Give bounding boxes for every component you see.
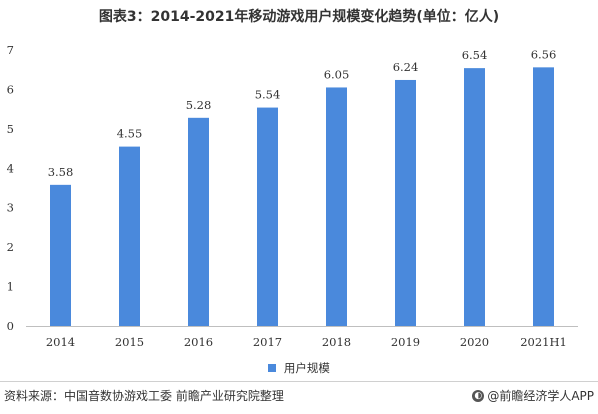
source-note: 资料来源：中国音数协游戏工委 前瞻产业研究院整理 — [4, 389, 284, 403]
bar — [533, 67, 554, 326]
chart-title: 图表3：2014-2021年移动游戏用户规模变化趋势(单位：亿人) — [98, 9, 500, 25]
bar — [257, 107, 278, 327]
bar-value-label: 6.56 — [531, 47, 557, 61]
brand-logo-icon: ◐ — [472, 389, 485, 402]
legend-label: 用户规模 — [283, 361, 330, 375]
x-tick-label: 2020 — [460, 335, 489, 349]
bar-value-label: 3.58 — [48, 165, 74, 179]
x-tick-label: 2021H1 — [520, 335, 567, 349]
bar — [50, 184, 71, 326]
bar-value-label: 6.05 — [324, 67, 350, 81]
x-axis: 2014 2015 2016 2017 2018 2019 2020 2021H1 — [46, 335, 567, 349]
bar-value-label: 5.28 — [186, 98, 212, 112]
y-tick-label: 6 — [7, 82, 14, 96]
chart-legend: 用户规模 — [0, 360, 598, 376]
y-tick-label: 2 — [7, 240, 14, 254]
x-tick-label: 2015 — [115, 335, 144, 349]
footer-divider — [0, 381, 598, 382]
bar-value-label: 5.54 — [255, 88, 281, 102]
bar-value-label: 6.24 — [393, 60, 419, 74]
bar-value-label: 4.55 — [117, 127, 143, 141]
bar — [119, 146, 140, 326]
bar-chart: 0 1 2 3 4 5 6 7 3.58 4.55 5.28 5.54 6.05 6.24 6.54 6.5… — [7, 43, 578, 349]
y-axis: 0 1 2 3 4 5 6 7 — [7, 43, 14, 333]
brand-credit: ◐ @前瞻经济学人APP — [472, 387, 594, 404]
y-tick-label: 3 — [7, 201, 14, 215]
bar — [326, 87, 347, 326]
footer: 资料来源：中国音数协游戏工委 前瞻产业研究院整理 ◐ @前瞻经济学人APP — [4, 385, 594, 407]
bar — [188, 117, 209, 327]
brand-label: @前瞻经济学人APP — [487, 389, 594, 403]
bar-series — [50, 67, 554, 327]
bar-value-label: 6.54 — [462, 48, 488, 62]
x-tick-label: 2019 — [391, 335, 420, 349]
y-tick-label: 0 — [7, 319, 14, 333]
x-tick-label: 2017 — [253, 335, 282, 349]
legend-swatch — [268, 364, 277, 372]
y-tick-label: 1 — [7, 280, 14, 294]
y-tick-label: 5 — [7, 122, 14, 136]
x-tick-label: 2016 — [184, 335, 213, 349]
bar — [464, 68, 485, 326]
y-tick-label: 7 — [7, 43, 14, 57]
x-tick-label: 2018 — [322, 335, 351, 349]
x-tick-label: 2014 — [46, 335, 75, 349]
y-tick-label: 4 — [7, 161, 14, 175]
bar — [395, 79, 416, 326]
data-labels: 3.58 4.55 5.28 5.54 6.05 6.24 6.54 6.56 — [48, 47, 557, 178]
